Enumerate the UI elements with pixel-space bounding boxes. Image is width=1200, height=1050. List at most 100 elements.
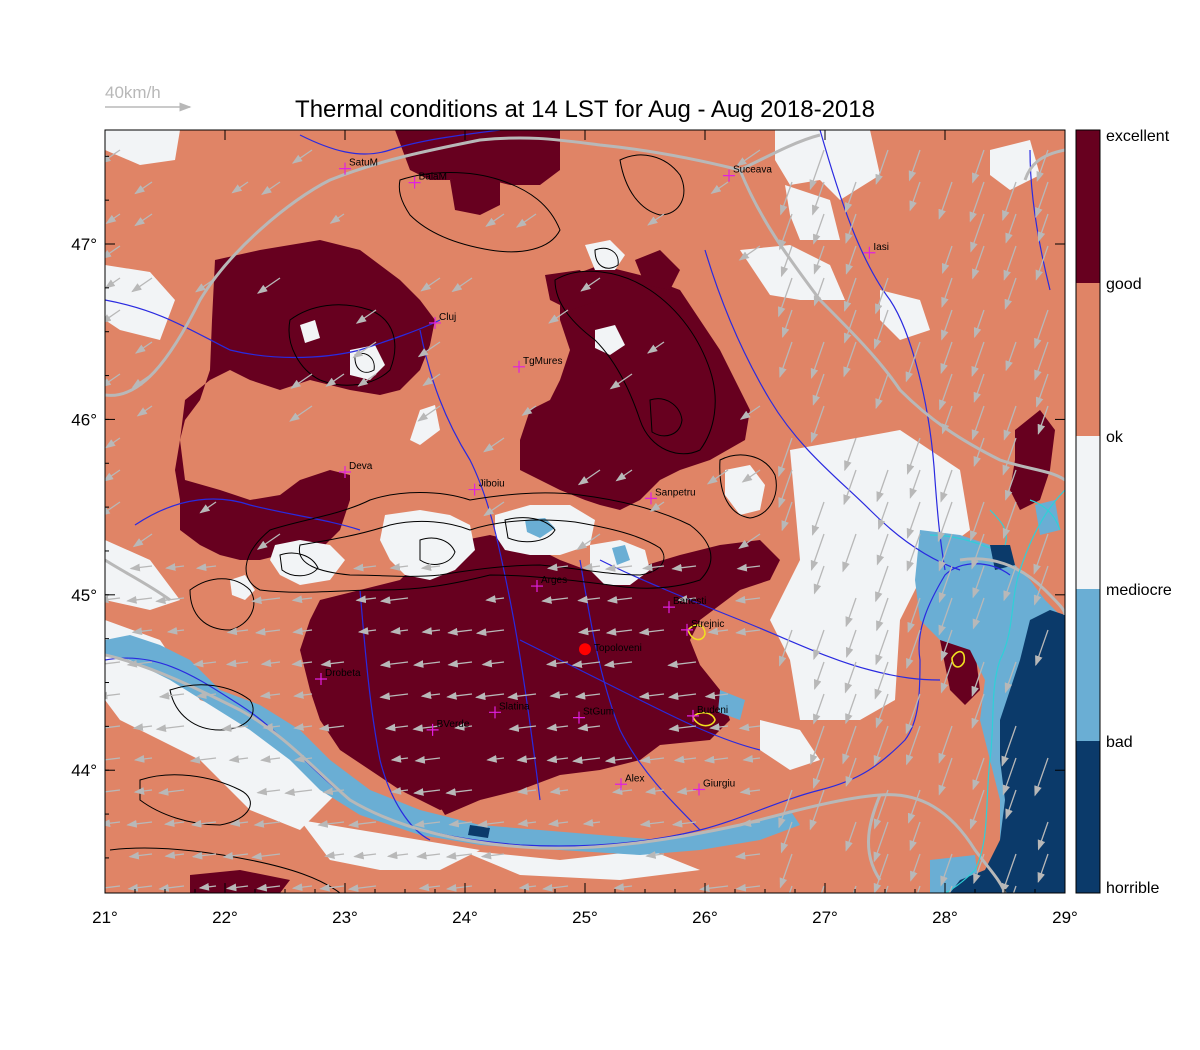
wind-arrow-icon: [105, 661, 121, 665]
wind-arrow-icon: [812, 373, 825, 406]
wind-arrow-icon: [938, 533, 953, 572]
wind-arrow-icon: [541, 596, 569, 604]
city-cross-icon: [315, 673, 327, 686]
wind-arrow-icon: [1005, 341, 1017, 372]
colorbar: excellent good ok mediocre bad horrible: [1075, 128, 1172, 897]
wind-arrow-icon: [875, 149, 889, 185]
wind-arrow-icon: [875, 693, 889, 729]
wind-arrow-icon: [546, 563, 569, 572]
wind-arrow-icon: [413, 820, 441, 828]
city-cross-icon: [426, 723, 439, 736]
wind-arrow-icon: [260, 755, 281, 764]
wind-arrow-icon: [446, 691, 473, 700]
wind-arrow-icon: [347, 884, 377, 893]
wind-arrow-icon: [225, 883, 249, 892]
wind-arrow-icon: [704, 691, 729, 700]
city-marker: Deva: [339, 461, 373, 479]
wind-arrow-icon: [810, 405, 825, 444]
wind-arrow-icon: [647, 213, 665, 226]
wind-arrow-icon: [448, 819, 473, 828]
wind-arrow-icon: [291, 149, 313, 164]
wind-arrow-icon: [845, 757, 857, 788]
city-marker: Drobeta: [315, 668, 361, 686]
wind-arrow-icon: [126, 819, 153, 828]
wind-arrow-icon: [709, 723, 729, 731]
wind-arrow-icon: [738, 245, 761, 261]
wind-arrow-icon: [357, 373, 377, 387]
wind-arrow-icon: [843, 277, 857, 312]
wind-arrow-icon: [736, 563, 761, 572]
wind-arrow-icon: [742, 754, 761, 763]
legend-label-good: good: [1106, 276, 1142, 293]
wind-arrow-icon: [195, 277, 217, 293]
city-cross-icon: [663, 601, 675, 614]
wind-arrow-icon: [105, 501, 121, 517]
wind-arrow-icon: [355, 309, 377, 324]
wind-arrow-icon: [609, 373, 633, 390]
city-cross-icon: [429, 316, 441, 329]
wind-arrow-icon: [1002, 181, 1017, 222]
wind-arrow-icon: [736, 149, 761, 167]
wind-arrow-icon: [941, 405, 953, 435]
wind-arrow-icon: [379, 692, 409, 701]
wind-arrow-icon: [820, 885, 825, 893]
wind-arrow-icon: [735, 627, 761, 636]
wind-arrow-icon: [813, 629, 825, 661]
wind-arrow-icon: [605, 628, 633, 636]
x-tick-label: 27°: [812, 908, 838, 927]
excellent-regions: [175, 130, 1055, 893]
wind-arrow-icon: [105, 277, 121, 289]
wind-arrow-icon: [909, 181, 921, 212]
wind-arrow-icon: [778, 789, 793, 829]
wind-arrow-icon: [126, 595, 153, 604]
wind-arrow-icon: [290, 373, 313, 389]
wind-arrow-icon: [475, 692, 505, 701]
wind-arrow-icon: [222, 851, 249, 860]
x-tick-label: 21°: [92, 908, 118, 927]
wind-arrow-icon: [131, 277, 153, 293]
city-marker: Arges: [531, 575, 567, 593]
wind-arrow-icon: [317, 820, 345, 828]
wind-arrow-icon: [157, 788, 185, 796]
wind-arrow-icon: [639, 819, 665, 828]
ok-regions: [105, 130, 1040, 880]
wind-arrow-icon: [738, 723, 761, 732]
wind-arrow-icon: [703, 755, 729, 764]
wind-arrow-icon: [1005, 789, 1017, 820]
city-label: Arges: [541, 575, 567, 586]
wind-arrow-icon: [105, 309, 121, 324]
city-label: Giurgiu: [703, 779, 735, 790]
wind-arrow-icon: [842, 533, 857, 573]
wind-arrow-icon: [874, 661, 889, 700]
wind-arrow-icon: [972, 597, 985, 630]
wind-arrow-icon: [603, 660, 633, 669]
wind-arrow-icon: [938, 181, 953, 220]
wind-arrow-icon: [546, 723, 569, 732]
wind-arrow-icon: [517, 819, 537, 827]
wind-arrow-icon: [320, 659, 345, 668]
wind-arrow-icon: [604, 756, 633, 764]
wind-arrow-icon: [971, 341, 985, 378]
wind-arrow-icon: [348, 820, 377, 828]
legend-label-ok: ok: [1106, 429, 1124, 446]
wind-arrow-icon: [547, 819, 569, 828]
wind-arrow-icon: [645, 851, 665, 859]
topoloveni-marker: [579, 643, 591, 656]
wind-arrow-icon: [225, 659, 249, 668]
wind-arrow-icon: [256, 533, 281, 550]
wind-arrow-icon: [413, 788, 441, 796]
wind-arrow-icon: [941, 309, 953, 341]
borders: [105, 133, 1065, 893]
wind-arrow-icon: [1037, 213, 1049, 243]
wind-arrow-icon: [390, 754, 409, 763]
wind-arrow-icon: [1005, 213, 1017, 244]
wind-arrow-icon: [379, 596, 409, 605]
wind-arrow-icon: [1002, 437, 1017, 476]
wind-arrow-icon: [1004, 277, 1017, 310]
wind-arrow-icon: [576, 533, 601, 551]
x-tick-label: 26°: [692, 908, 718, 927]
wind-arrow-icon: [611, 787, 633, 796]
wind-arrow-icon: [191, 851, 217, 860]
wind-arrow-icon: [876, 597, 889, 632]
wind-arrow-icon: [875, 629, 889, 666]
